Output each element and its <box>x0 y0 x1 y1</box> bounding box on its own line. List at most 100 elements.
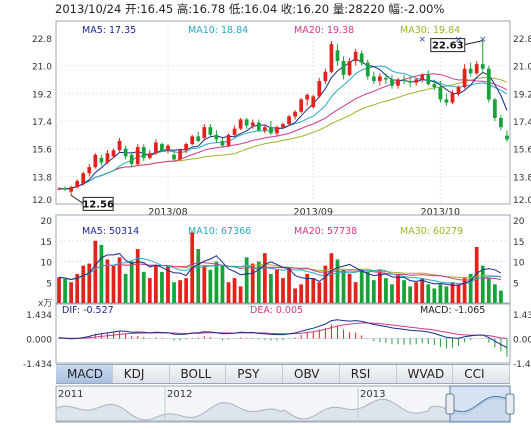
volume-bar <box>492 284 497 303</box>
price-legend-ma30: MA30: 19.84 <box>400 25 460 36</box>
header-quote: 2013/10/24 开:16.45 高:16.78 低:16.04 收:16.… <box>55 2 444 16</box>
candle-body <box>462 68 467 88</box>
macd-tick-left: -1.434 <box>23 360 52 370</box>
low-annotation-label: 12.56 <box>82 199 114 210</box>
candle-body <box>390 79 394 86</box>
price-tick-left: 12.0 <box>32 196 52 206</box>
time-navigator[interactable]: 2011 2012 2013 <box>55 385 515 423</box>
price-tick-right: 15.6 <box>513 146 531 156</box>
volume-bar <box>154 265 158 303</box>
low-annotation-box <box>82 196 114 211</box>
macd-lines <box>58 319 508 349</box>
price-tick-left: 13.8 <box>32 173 52 183</box>
signal-marker: ⨯ <box>455 35 463 45</box>
candle-body <box>184 144 189 151</box>
tab-macd[interactable]: MACD <box>56 365 113 383</box>
candle-body <box>486 68 491 100</box>
tab-kdj[interactable]: KDJ <box>113 365 170 383</box>
volume-bar <box>420 278 425 303</box>
tab-boll[interactable]: BOLL <box>170 365 227 383</box>
candle-body <box>329 44 334 72</box>
candle-body <box>323 71 328 82</box>
candle-body <box>244 119 249 126</box>
volume-bar <box>359 269 364 303</box>
volume-bar <box>75 273 80 303</box>
low-annotation-pointer <box>70 194 84 204</box>
volume-bar <box>214 261 219 303</box>
volume-bar <box>293 288 297 303</box>
candle-body <box>293 111 297 117</box>
volume-panel: 20 20 15 15 10 10 5 5 MA5: 50314 MA10: 67366 MA20… <box>38 214 525 309</box>
volume-bar <box>341 269 346 303</box>
candle-body <box>166 145 170 151</box>
dif-line <box>58 319 508 349</box>
candle-body <box>99 157 104 163</box>
candle-body <box>117 140 122 151</box>
volume-bar <box>468 273 473 303</box>
volume-bar <box>141 271 146 303</box>
macd-tick-left: 1.434 <box>26 311 52 321</box>
candle-body <box>69 187 74 192</box>
volume-bar <box>250 263 255 303</box>
macd-legend-dif: DIF: -0.527 <box>62 305 114 316</box>
candle-body <box>81 173 86 185</box>
tab-cci[interactable]: CCI <box>453 365 510 383</box>
high-annotation-pointer <box>464 40 483 46</box>
volume-bar <box>299 284 304 303</box>
navigator-left-handle[interactable] <box>445 393 455 415</box>
price-tick-right: 17.4 <box>513 118 531 128</box>
dea-line <box>59 322 508 339</box>
macd-tick-right: 1.434 <box>513 311 531 321</box>
navigator-selection[interactable] <box>449 385 511 423</box>
macd-legend-dea: DEA: 0.005 <box>250 305 303 316</box>
volume-tick-right: 20 <box>513 217 525 227</box>
candle-body <box>154 142 158 154</box>
price-y-axis: 22.8 22.8 21.0 21.0 19.2 19.2 17.4 17.4 15.6 15.6… <box>32 35 531 206</box>
macd-tick-left: 0.000 <box>26 336 52 346</box>
volume-bar <box>390 284 394 303</box>
tab-obv[interactable]: OBV <box>283 365 340 383</box>
tab-wvad[interactable]: WVAD <box>397 365 454 383</box>
candle-body <box>147 153 152 158</box>
price-tick-left: 15.6 <box>32 146 52 156</box>
volume-bar <box>166 265 170 303</box>
volume-ma20-line <box>58 262 501 281</box>
volume-bar <box>202 265 207 303</box>
candle-body <box>105 153 110 163</box>
candle-body <box>450 93 455 103</box>
candle-body <box>474 64 479 74</box>
volume-bar <box>135 249 140 303</box>
volume-bar <box>184 278 189 303</box>
candle-body <box>317 81 322 97</box>
navigator-label-2013: 2013 <box>360 389 385 400</box>
candle-body <box>414 79 419 83</box>
volume-bar <box>81 265 86 303</box>
candle-body <box>275 127 279 134</box>
volume-bar <box>87 263 92 303</box>
volume-bar <box>402 280 406 303</box>
volume-tick-right: 5 <box>513 279 519 289</box>
volume-bar <box>281 278 285 303</box>
volume-bar <box>244 257 249 303</box>
navigator-area <box>55 397 511 422</box>
candle-body <box>269 127 273 134</box>
volume-ma10-line <box>58 257 501 285</box>
volume-bar <box>450 282 455 303</box>
candle-body <box>135 147 140 165</box>
navigator-selection-line <box>451 395 510 413</box>
volume-bar <box>99 244 104 303</box>
tab-psy[interactable]: PSY <box>226 365 283 383</box>
candle-body <box>305 94 310 100</box>
volume-bar <box>311 278 316 303</box>
price-tick-left: 17.4 <box>32 118 52 128</box>
candle-body <box>365 62 370 77</box>
navigator-right-handle[interactable] <box>505 393 515 415</box>
volume-bar <box>256 261 261 303</box>
navigator-label-2012: 2012 <box>167 389 192 400</box>
price-candles <box>57 40 509 196</box>
volume-bar <box>438 284 443 303</box>
volume-legend-ma5: MA5: 50314 <box>82 226 139 237</box>
candle-body <box>178 150 182 160</box>
tab-rsi[interactable]: RSI <box>340 365 397 383</box>
